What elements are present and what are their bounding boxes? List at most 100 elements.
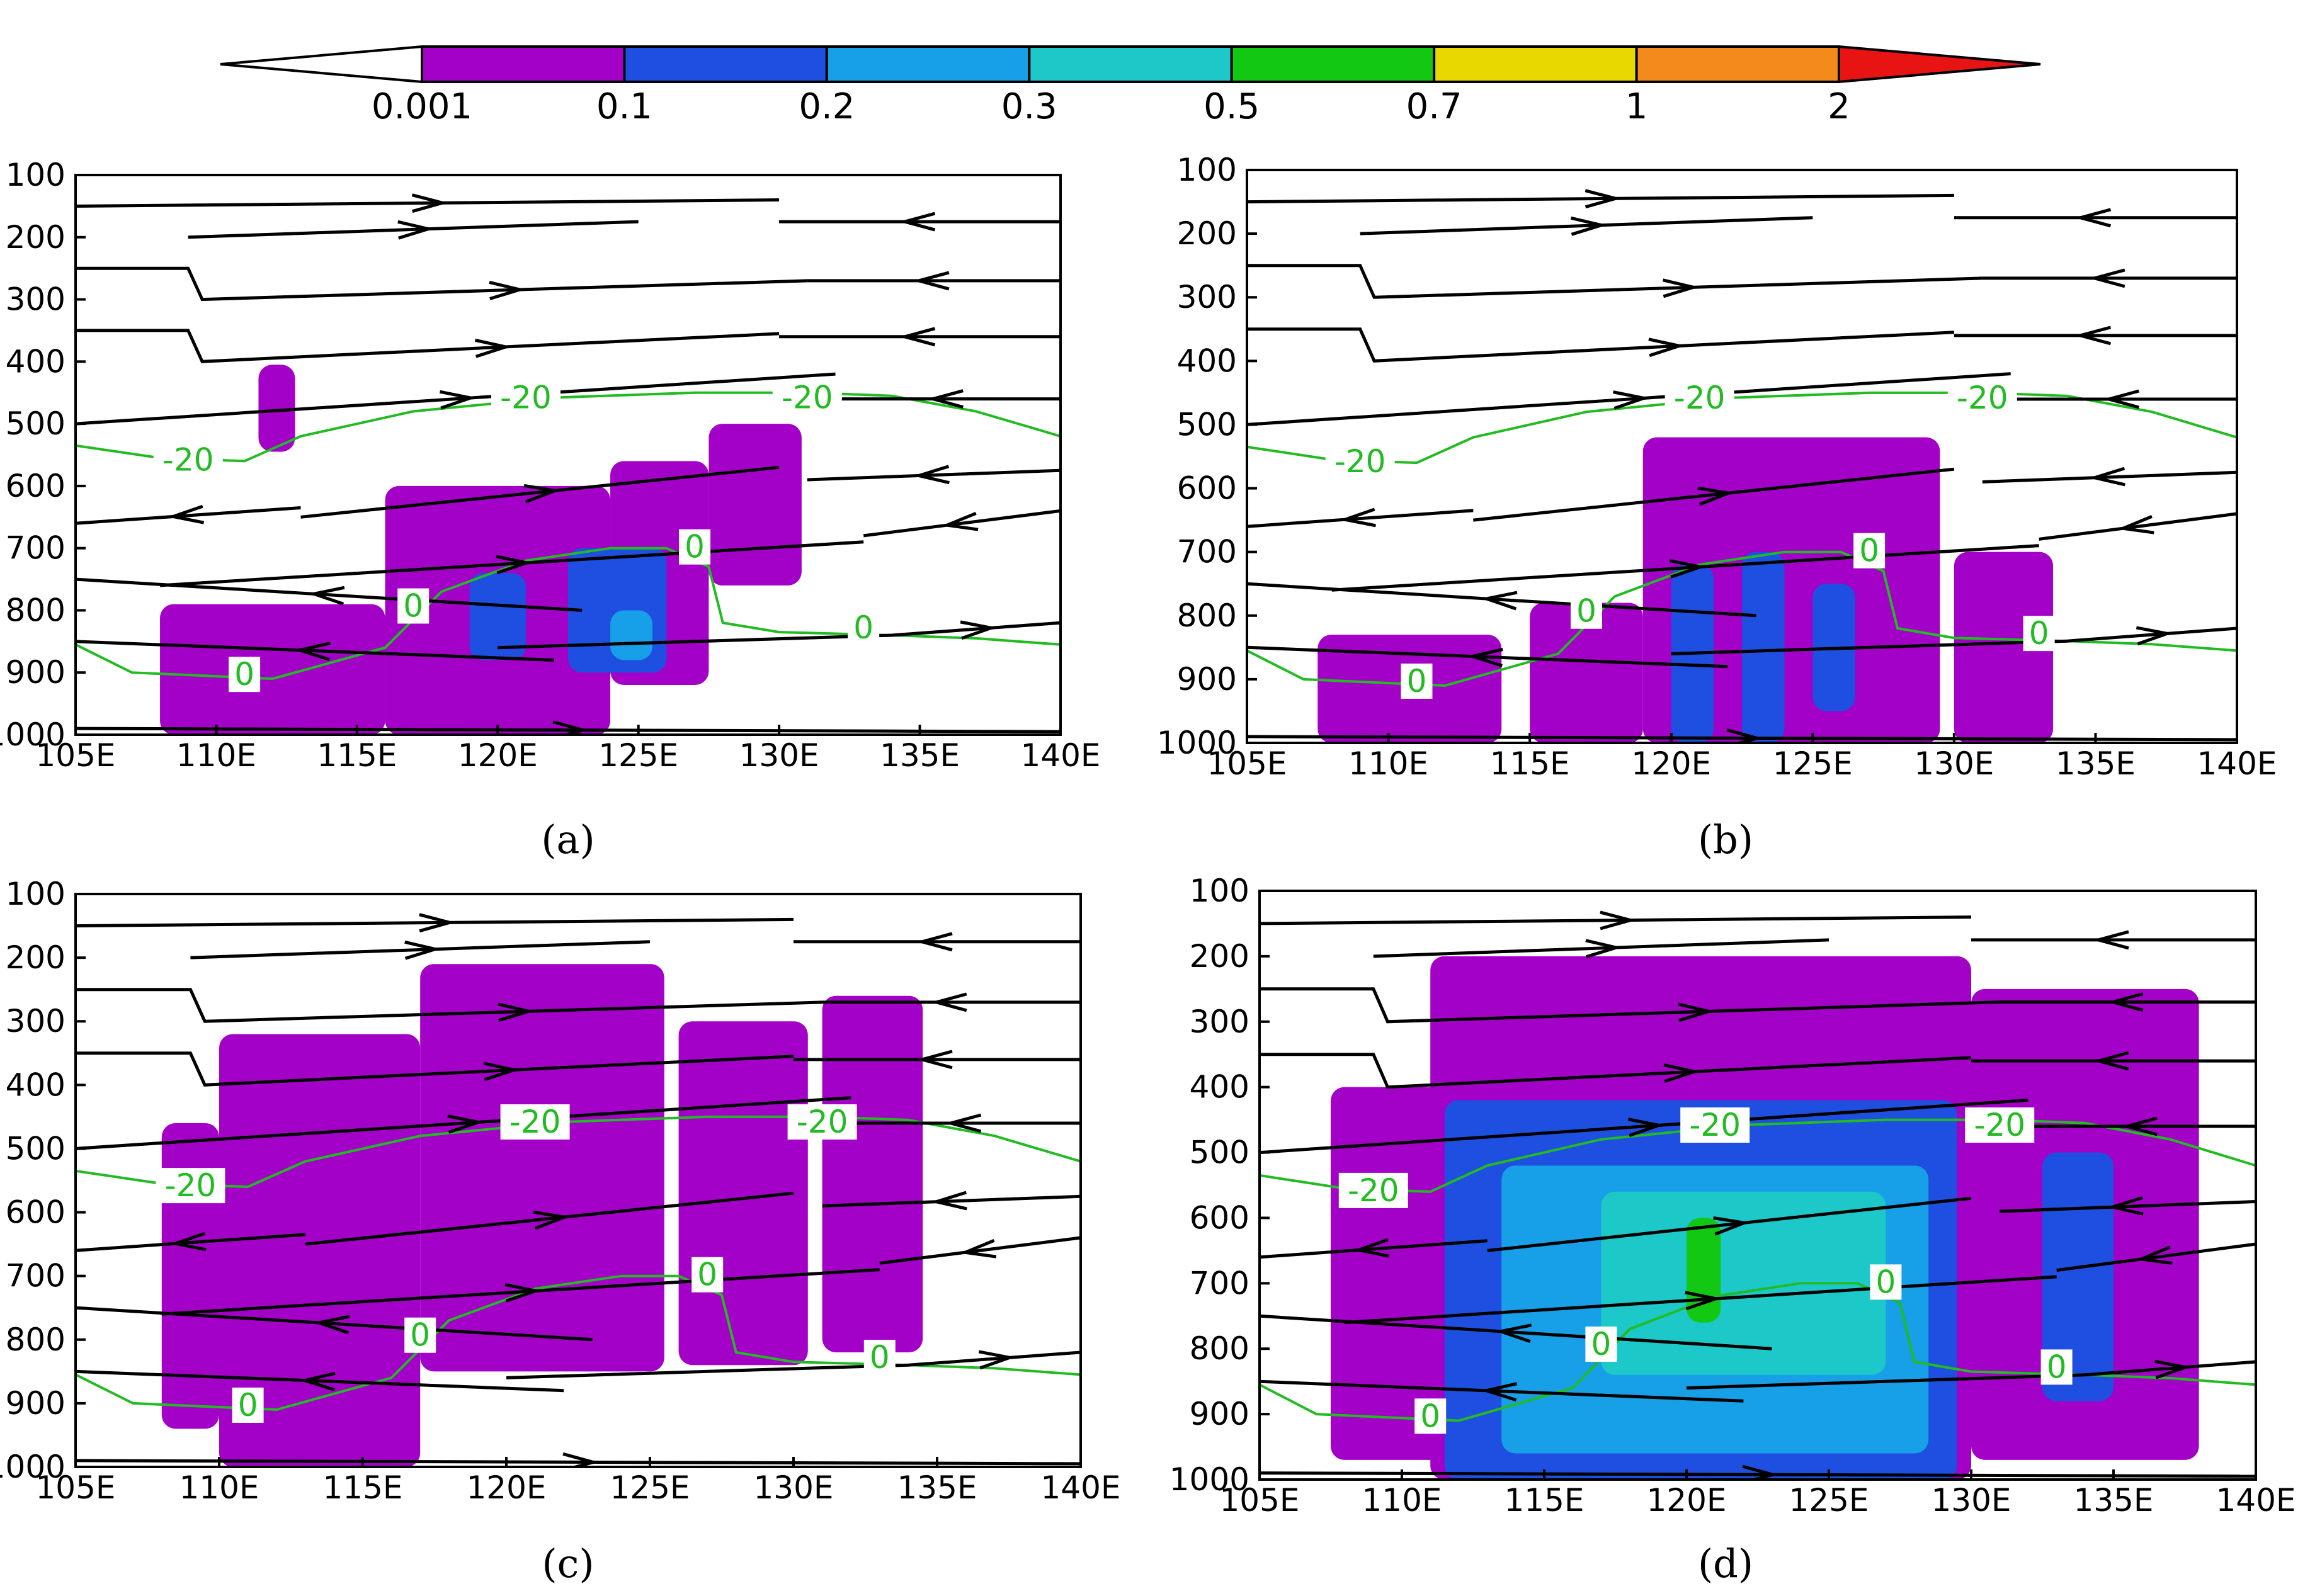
- colorbar-bin: [825, 45, 1031, 83]
- isotherm-label: -20: [165, 1167, 217, 1204]
- x-tick-label: 120E: [1631, 745, 1711, 782]
- isotherm-label: -20: [1674, 380, 1726, 416]
- isotherm-label-bg: [1680, 1107, 1750, 1143]
- streamline-arrow: [978, 1350, 1016, 1370]
- y-tick-label: 500: [1190, 1135, 1249, 1171]
- shading-region: [1742, 552, 1785, 743]
- plot-frame: [1246, 169, 2238, 744]
- streamline: [1260, 1471, 2256, 1478]
- streamline: [1373, 938, 1829, 958]
- streamline: [822, 1194, 1081, 1208]
- colorbar-bin: [1433, 45, 1638, 83]
- isotherm-label: -20: [162, 441, 214, 478]
- streamline-arrow: [2092, 1051, 2129, 1071]
- colorbar-bin: [421, 45, 626, 83]
- isotherm-label-bg: [2023, 616, 2055, 652]
- plot-area: -20 -20 -20 0 0 0 0: [1260, 910, 2256, 1480]
- streamline: [76, 640, 554, 662]
- isotherm-label-bg: [1870, 1264, 1902, 1300]
- streamline: [2039, 512, 2237, 541]
- x-tick-label: 105E: [35, 1469, 115, 1506]
- y-tick-label: 500: [6, 405, 65, 442]
- streamline-arrow: [523, 484, 561, 504]
- streamline-arrow: [504, 1283, 542, 1303]
- x-tick-label: 115E: [1504, 1482, 1584, 1519]
- streamline: [161, 1268, 880, 1316]
- y-tick-label: 200: [6, 939, 65, 976]
- streamline-arrow: [2074, 208, 2112, 228]
- isotherm-label: 0: [853, 609, 873, 646]
- y-tick-label: 400: [6, 343, 65, 380]
- isotherm-label: -20: [500, 380, 552, 416]
- isotherm-label: 0: [410, 1317, 430, 1354]
- streamline: [807, 468, 1061, 482]
- isotherm-label: 0: [2029, 615, 2049, 652]
- isotherm-label: 0: [1859, 533, 1879, 569]
- streamline-arrow: [930, 1191, 967, 1211]
- x-tick-label: 105E: [1219, 1482, 1299, 1519]
- isotherm-label-bg: [1338, 1172, 1408, 1208]
- isotherm-label: -20: [1974, 1107, 2025, 1143]
- isotherm-label-bg: [397, 588, 430, 624]
- colorbar-tick-label: 2: [1828, 86, 1850, 127]
- streamline-arrow: [1685, 1291, 1722, 1311]
- x-tick-label: 110E: [179, 1469, 259, 1506]
- y-tick-label: 100: [6, 157, 65, 193]
- y-tick-label: 700: [1190, 1265, 1249, 1301]
- shading-region: [469, 573, 526, 660]
- y-tick-label: 100: [6, 876, 65, 912]
- y-tick-label: 900: [6, 654, 65, 691]
- streamline-arrow: [169, 1231, 207, 1252]
- x-tick-label: 135E: [2056, 745, 2136, 782]
- shading-region: [219, 1034, 421, 1467]
- colorbar-tick-label: 0.7: [1406, 86, 1462, 127]
- shading-region: [1954, 552, 2054, 743]
- streamline-arrow: [2074, 325, 2112, 346]
- streamline: [76, 1369, 564, 1393]
- streamline-arrow: [498, 1002, 535, 1022]
- y-tick-label: 900: [6, 1385, 65, 1422]
- streamline: [1487, 1196, 1972, 1252]
- x-tick-label: 120E: [1646, 1482, 1726, 1519]
- streamline-arrow: [419, 913, 456, 933]
- y-tick-label: 400: [1190, 1069, 1249, 1106]
- streamline: [498, 621, 1061, 650]
- panel-a: -20 -20 -20 0 0 0 0 105E 110E 115E 120E 125E 130E 135…: [0, 157, 1101, 863]
- y-tick-label: 200: [6, 219, 65, 256]
- streamline: [76, 1233, 305, 1252]
- isotherm-label-bg: [1414, 1398, 1447, 1434]
- isotherm-label: 0: [697, 1257, 717, 1293]
- x-tick-label: 125E: [1789, 1482, 1869, 1519]
- y-tick-label: 800: [1177, 597, 1237, 634]
- isotherm-label: -20: [1689, 1107, 1741, 1143]
- streamline-arrow: [404, 940, 441, 960]
- x-tick-label: 130E: [739, 737, 819, 774]
- streamline: [2056, 1242, 2256, 1272]
- colorbar: 0.001 0.1 0.2 0.3 0.5 0.7 1 2: [220, 45, 2041, 127]
- streamline: [76, 988, 822, 1023]
- colorbar-tri-low: [220, 45, 423, 84]
- streamline-arrow: [1726, 728, 1763, 743]
- y-tick-label: 300: [1177, 279, 1237, 315]
- isotherm-label: 0: [1875, 1264, 1896, 1300]
- y-tick-label: 500: [6, 1130, 65, 1167]
- colorbar-bin: [1230, 45, 1436, 83]
- x-tick-label: 140E: [2216, 1482, 2296, 1519]
- x-tick-label: 120E: [466, 1469, 546, 1506]
- panels: -20 -20 -20 0 0 0 0 105E 110E 115E 120E 125E 130E 135…: [0, 152, 2296, 1587]
- plot-area: -20 -20 -20 0 0 0 0: [76, 913, 1081, 1467]
- x-tick-label: 105E: [35, 737, 115, 774]
- streamline-arrow: [941, 511, 979, 531]
- panel-c: -20 -20 -20 0 0 0 0 105E 110E 115E 120E 125E 130E 135…: [0, 876, 1121, 1587]
- streamline-arrow: [1585, 189, 1622, 209]
- streamline-arrow: [439, 390, 477, 410]
- streamline-arrow: [1669, 559, 1707, 579]
- isotherm-minus20: [76, 391, 1061, 463]
- streamline-arrow: [899, 212, 936, 232]
- streamline-arrow: [1339, 507, 1376, 528]
- isotherm-label-bg: [848, 610, 880, 646]
- streamline: [1260, 1379, 1744, 1403]
- streamline: [1247, 264, 1983, 299]
- streamline-arrow: [552, 720, 589, 735]
